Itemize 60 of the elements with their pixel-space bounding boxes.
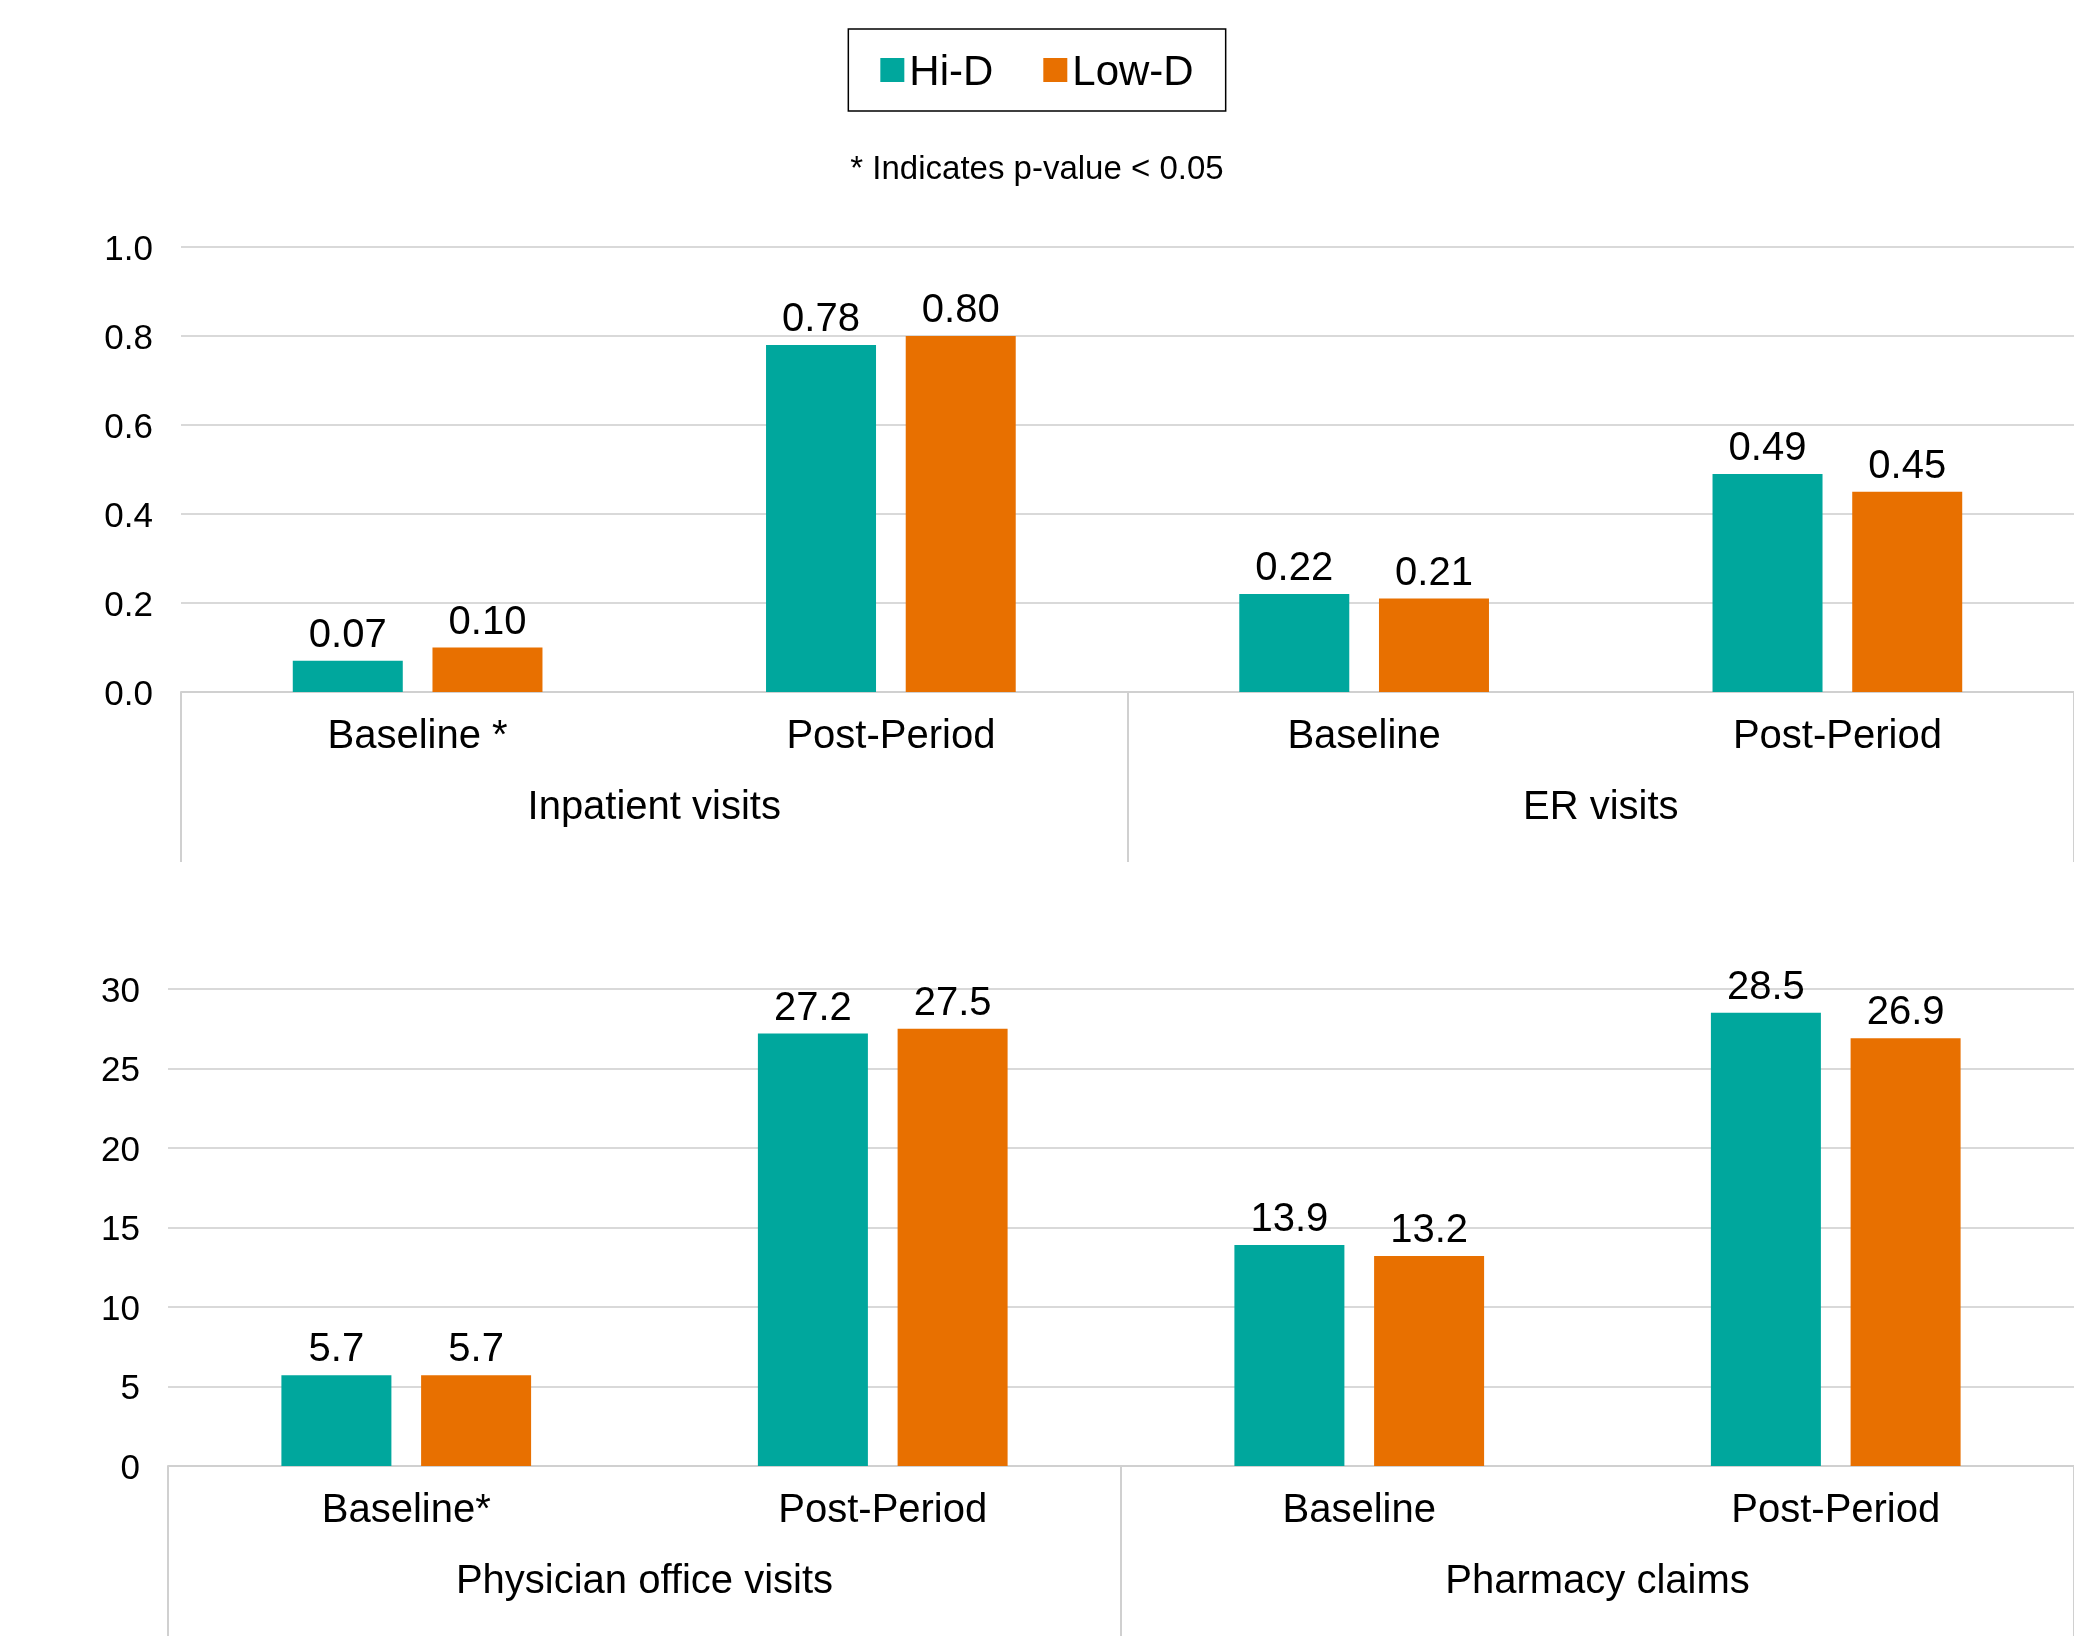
bar: [757, 1033, 868, 1466]
data-label: 5.7: [308, 1325, 365, 1370]
y-tick-label: 15: [101, 1208, 140, 1247]
text: Inpatient visits: [527, 783, 781, 827]
legend-label: Hi-D: [909, 46, 994, 94]
legend-label: Low-D: [1072, 46, 1194, 94]
bar: [1852, 491, 1963, 692]
x-tick-label: Post-Period: [778, 1486, 988, 1530]
x-tick-label: Baseline*: [321, 1486, 491, 1530]
y-tick-label: 30: [101, 969, 140, 1009]
y-tick-label: 0.0: [104, 672, 153, 712]
bar: [1850, 1038, 1961, 1466]
y-tick-label: 25: [101, 1049, 140, 1088]
data-label: 13.2: [1390, 1206, 1469, 1251]
data-label: 13.9: [1250, 1194, 1329, 1239]
data-label: 0.80: [921, 286, 1000, 330]
bar: [292, 660, 403, 692]
bar: [1712, 473, 1823, 692]
y-tick-label: 0.8: [104, 316, 153, 356]
bar: [432, 647, 543, 692]
y-tick-label: 20: [101, 1128, 140, 1168]
text: ER visits: [1522, 783, 1679, 827]
x-tick-label: Baseline: [1282, 1486, 1436, 1530]
data-label: 0.22: [1255, 544, 1334, 589]
data-label: 5.7: [448, 1325, 504, 1370]
data-label: 27.5: [913, 978, 992, 1023]
x-tick-label: Post-Period: [1731, 1486, 1941, 1530]
data-label: 26.9: [1866, 988, 1945, 1033]
bar: [1378, 598, 1489, 692]
bar: [281, 1375, 392, 1466]
bar: [766, 344, 877, 692]
bar: [1374, 1256, 1485, 1466]
bar: [905, 336, 1016, 692]
y-tick-label: 0.6: [104, 405, 153, 445]
bar: [897, 1028, 1008, 1466]
y-tick-label: 5: [120, 1367, 140, 1406]
data-label: 27.2: [773, 983, 852, 1028]
y-tick-label: 0.4: [104, 494, 153, 534]
y-tick-label: 0: [120, 1446, 140, 1486]
data-label: 0.07: [308, 610, 387, 655]
data-label: 0.49: [1728, 423, 1807, 468]
bar: [421, 1375, 532, 1466]
data-label: 0.45: [1868, 441, 1947, 486]
bar: [1234, 1244, 1345, 1466]
data-label: 28.5: [1726, 962, 1805, 1007]
data-label: 0.10: [448, 597, 527, 642]
chart-subtitle: * Indicates p-value < 0.05: [850, 149, 1224, 186]
text: Physician office visits: [455, 1557, 834, 1601]
x-tick-label: Post-Period: [1732, 712, 1942, 756]
x-tick-label: Baseline: [1287, 712, 1441, 756]
y-tick-label: 10: [101, 1287, 140, 1327]
y-tick-label: 0.2: [104, 583, 153, 623]
y-tick-label: 1.0: [104, 227, 153, 267]
x-tick-label: Baseline *: [327, 712, 508, 756]
bar: [1239, 594, 1350, 692]
x-tick-label: Post-Period: [786, 712, 996, 756]
bar: [1710, 1012, 1821, 1466]
text: Pharmacy claims: [1445, 1557, 1750, 1601]
data-label: 0.21: [1395, 548, 1473, 593]
data-label: 0.78: [782, 294, 860, 339]
